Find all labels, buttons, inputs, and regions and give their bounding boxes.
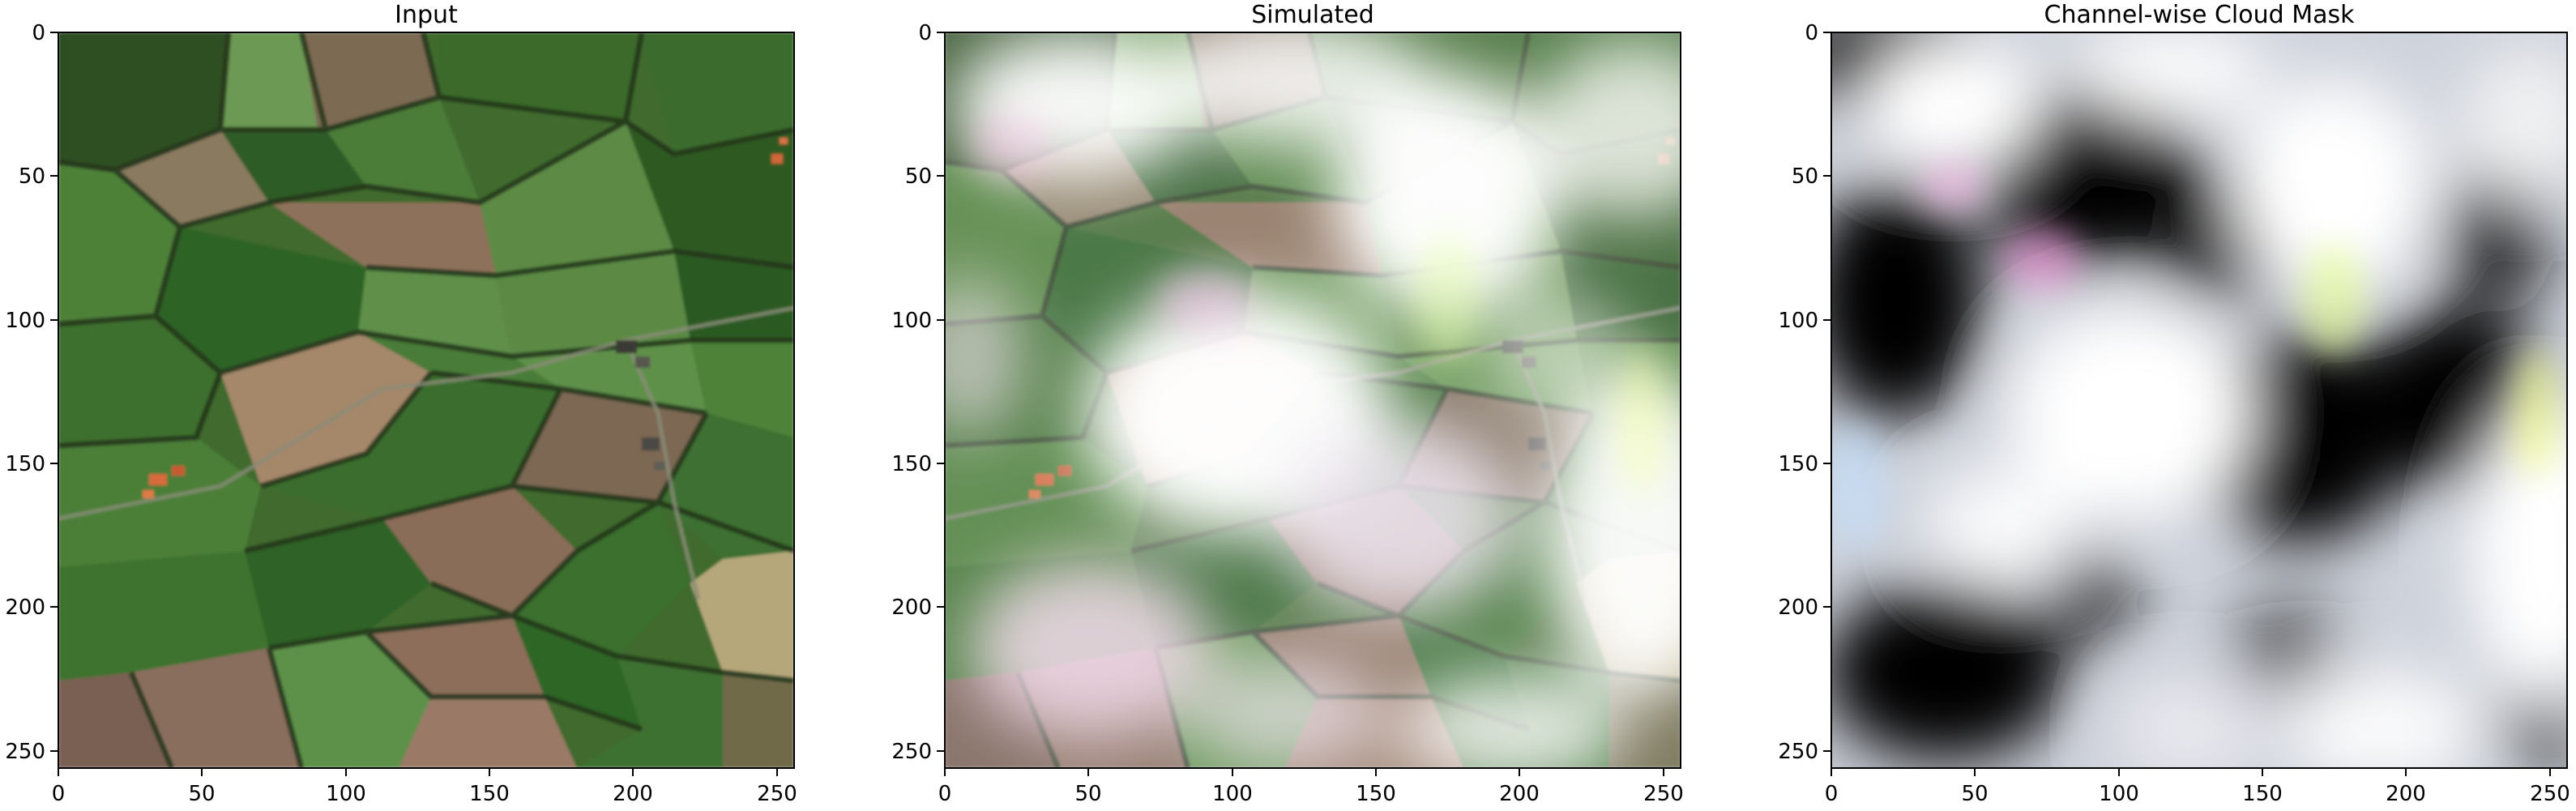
y-tick-label: 150 xyxy=(1778,452,1818,476)
y-tick: 250 xyxy=(1778,740,1831,764)
y-tick: 0 xyxy=(918,21,945,45)
y-tick-label: 50 xyxy=(905,164,932,189)
x-tick-label: 50 xyxy=(1961,782,1988,806)
x-tick-label: 200 xyxy=(2386,782,2426,806)
x-tick: 150 xyxy=(469,768,510,806)
x-tick: 0 xyxy=(938,768,952,806)
x-tick: 100 xyxy=(2099,768,2139,806)
x-tick: 150 xyxy=(1356,768,1396,806)
y-tick: 100 xyxy=(891,309,945,333)
x-tick: 50 xyxy=(188,768,216,806)
y-tick: 150 xyxy=(5,452,58,476)
x-tick: 100 xyxy=(1212,768,1253,806)
y-tick-label: 0 xyxy=(1805,21,1818,45)
y-tick-label: 150 xyxy=(5,452,45,476)
input-image xyxy=(58,32,794,768)
x-tick-label: 100 xyxy=(1212,782,1253,806)
y-tick: 250 xyxy=(5,740,58,764)
panel-title-simulated: Simulated xyxy=(1251,1,1374,29)
y-tick-label: 200 xyxy=(1778,595,1818,620)
axes-frame xyxy=(944,32,1681,769)
y-tick: 50 xyxy=(1792,164,1831,189)
x-tick: 0 xyxy=(52,768,66,806)
x-tick-label: 250 xyxy=(1643,782,1684,806)
y-tick: 0 xyxy=(32,21,58,45)
x-tick: 200 xyxy=(1499,768,1540,806)
y-tick: 200 xyxy=(891,595,945,620)
x-tick-label: 50 xyxy=(188,782,215,806)
y-tick: 50 xyxy=(905,164,945,189)
y-tick-label: 100 xyxy=(5,309,45,333)
simulated-image xyxy=(945,32,1681,768)
panel-title-input: Input xyxy=(395,1,458,29)
panel-mask: Channel-wise Cloud Mask xyxy=(1778,1,2570,806)
cloud-mask-image xyxy=(1831,32,2567,768)
x-tick-label: 250 xyxy=(757,782,797,806)
y-tick-label: 250 xyxy=(1778,740,1818,764)
x-tick-label: 100 xyxy=(2099,782,2139,806)
x-tick-label: 150 xyxy=(1356,782,1396,806)
x-axis: 0 50 100 150 200 250 xyxy=(52,768,797,806)
x-tick-label: 0 xyxy=(52,782,66,806)
x-tick: 0 xyxy=(1825,768,1839,806)
y-tick: 150 xyxy=(1778,452,1831,476)
x-tick: 250 xyxy=(1643,768,1684,806)
x-tick-label: 200 xyxy=(613,782,653,806)
x-tick-label: 0 xyxy=(938,782,952,806)
x-tick-label: 0 xyxy=(1825,782,1839,806)
y-tick-label: 100 xyxy=(891,309,932,333)
x-axis: 0 50 100 150 200 250 xyxy=(938,768,1684,806)
x-tick-label: 150 xyxy=(2242,782,2283,806)
x-tick-label: 250 xyxy=(2530,782,2570,806)
y-tick-label: 250 xyxy=(891,740,932,764)
y-tick: 50 xyxy=(19,164,58,189)
x-tick: 50 xyxy=(1961,768,1989,806)
panel-input: Input 0 50 100 150 200 250 0 50 100 150 … xyxy=(5,1,797,806)
x-tick: 200 xyxy=(613,768,653,806)
x-tick: 150 xyxy=(2242,768,2283,806)
y-tick-label: 100 xyxy=(1778,309,1818,333)
x-tick-label: 50 xyxy=(1074,782,1101,806)
y-tick-label: 250 xyxy=(5,740,45,764)
y-tick-label: 200 xyxy=(891,595,932,620)
y-tick-label: 150 xyxy=(891,452,932,476)
panel-title-mask: Channel-wise Cloud Mask xyxy=(2044,1,2356,29)
x-tick: 50 xyxy=(1074,768,1102,806)
y-tick-label: 50 xyxy=(1792,164,1818,189)
x-tick-label: 150 xyxy=(469,782,510,806)
y-tick-label: 200 xyxy=(5,595,45,620)
axes-frame xyxy=(58,32,795,769)
y-axis: 0 50 100 150 200 250 xyxy=(891,21,945,764)
y-tick: 250 xyxy=(891,740,945,764)
axes-frame xyxy=(1831,32,2568,769)
y-axis: 0 50 100 150 200 250 xyxy=(5,21,58,764)
x-tick-label: 100 xyxy=(326,782,366,806)
y-tick: 200 xyxy=(5,595,58,620)
y-tick-label: 0 xyxy=(32,21,45,45)
y-tick: 100 xyxy=(1778,309,1831,333)
y-tick: 200 xyxy=(1778,595,1831,620)
y-tick-label: 50 xyxy=(19,164,45,189)
x-axis: 0 50 100 150 200 250 xyxy=(1825,768,2570,806)
x-tick: 250 xyxy=(757,768,797,806)
x-tick: 100 xyxy=(326,768,366,806)
y-axis: 0 50 100 150 200 250 xyxy=(1778,21,1831,764)
x-tick-label: 200 xyxy=(1499,782,1540,806)
x-tick: 250 xyxy=(2530,768,2570,806)
y-tick: 150 xyxy=(891,452,945,476)
x-tick: 200 xyxy=(2386,768,2426,806)
y-tick-label: 0 xyxy=(918,21,932,45)
y-tick: 100 xyxy=(5,309,58,333)
y-tick: 0 xyxy=(1805,21,1831,45)
panel-simulated: Simulated xyxy=(891,1,1684,806)
